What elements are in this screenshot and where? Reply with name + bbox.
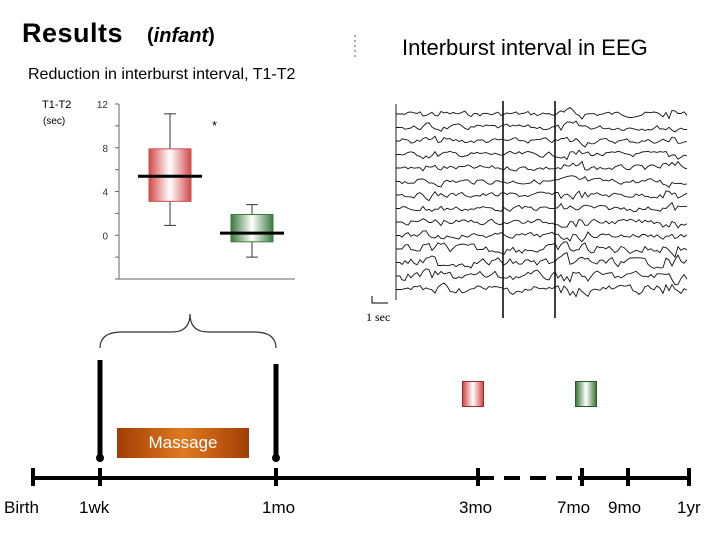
eeg-channel-trace xyxy=(399,201,688,213)
scale-bar xyxy=(371,296,388,304)
slide-subtitle-text: infant xyxy=(153,25,209,47)
eeg-channel-trace xyxy=(399,282,688,298)
box-plot: 12 8 4 0 * xyxy=(97,100,295,280)
eeg-channel-trace xyxy=(399,135,688,148)
y-tick-label: 4 xyxy=(102,188,108,199)
timeline-label-7mo: 7mo xyxy=(557,498,591,517)
eeg-channel-trace xyxy=(399,252,688,269)
eeg-channel-trace xyxy=(399,190,688,202)
slide-title: Results xyxy=(22,18,124,48)
box-iqr xyxy=(230,213,274,243)
marker-1mo-dot xyxy=(272,454,280,462)
timeline-label-1mo: 1mo xyxy=(262,498,296,517)
y-axis-unit: (sec) xyxy=(43,116,66,127)
control-group-marker xyxy=(575,381,597,407)
eeg-title: Interburst interval in EEG xyxy=(402,35,648,60)
timeline-label-3mo: 3mo xyxy=(459,498,493,517)
eeg-channel-trace xyxy=(399,268,688,286)
marker-1wk-dot xyxy=(96,454,104,462)
timeline-label-1yr: 1yr xyxy=(677,498,701,517)
eeg-channel-trace xyxy=(399,175,688,188)
eeg-channel-trace xyxy=(399,160,688,172)
eeg-channel-trace xyxy=(399,149,688,161)
eeg-channel-trace xyxy=(399,218,688,229)
box-massage xyxy=(138,113,202,226)
chart-title: Reduction in interburst interval, T1-T2 xyxy=(28,66,296,83)
eeg-channel-trace xyxy=(399,120,688,133)
eeg-channel-trace xyxy=(399,241,688,259)
timeline-label-birth: Birth xyxy=(4,498,39,517)
y-tick-label: 8 xyxy=(102,144,108,155)
eeg-traces xyxy=(371,101,688,318)
timeline-axis xyxy=(31,468,691,486)
slide-subtitle: (infant) xyxy=(147,25,215,47)
eeg-channel-trace xyxy=(400,106,688,120)
y-tick-label: 12 xyxy=(97,100,109,111)
massage-group-marker xyxy=(462,381,484,407)
y-axis-label: T1-T2 xyxy=(42,99,72,111)
y-tick-label: 0 xyxy=(102,231,108,242)
box-control xyxy=(220,204,284,258)
massage-period-label: Massage xyxy=(117,428,249,458)
brace xyxy=(99,313,277,349)
timeline-label-1wk: 1wk xyxy=(79,498,110,517)
scale-label: 1 sec xyxy=(366,310,391,324)
significance-marker: * xyxy=(212,118,217,133)
timeline-label-9mo: 9mo xyxy=(608,498,642,517)
eeg-channel-trace xyxy=(399,230,688,243)
